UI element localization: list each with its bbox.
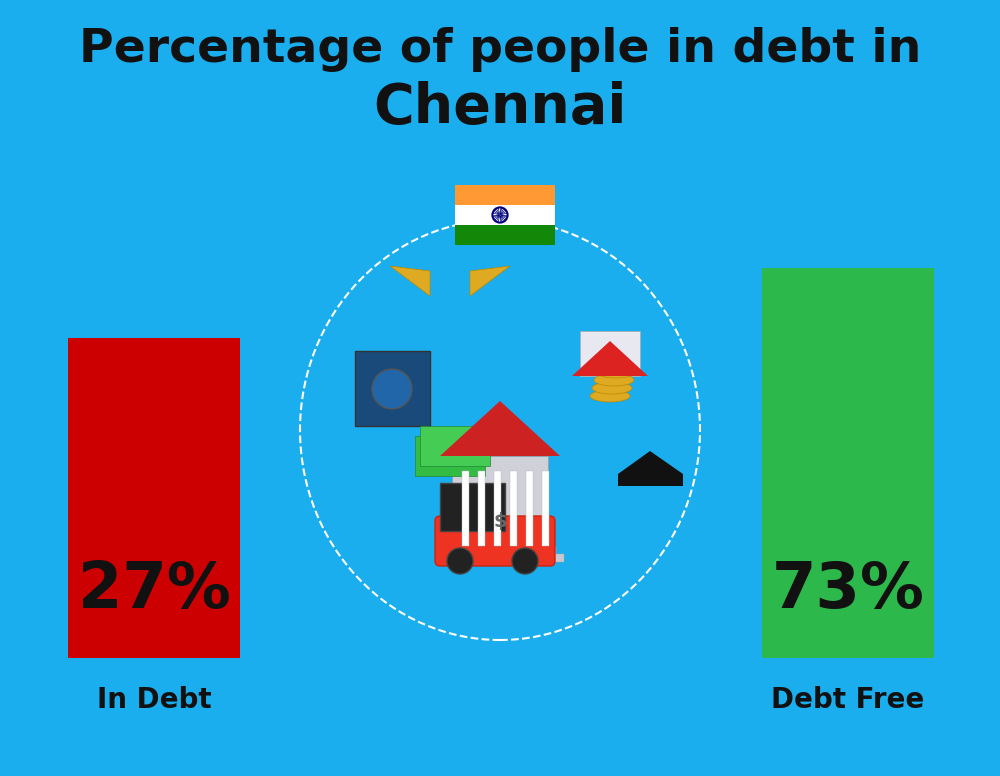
FancyBboxPatch shape [444, 546, 556, 554]
FancyBboxPatch shape [68, 338, 240, 658]
FancyBboxPatch shape [618, 474, 683, 486]
FancyBboxPatch shape [494, 471, 501, 546]
FancyBboxPatch shape [440, 483, 505, 531]
Ellipse shape [592, 382, 632, 394]
FancyBboxPatch shape [455, 185, 555, 205]
Circle shape [447, 548, 473, 574]
FancyBboxPatch shape [355, 351, 430, 426]
FancyBboxPatch shape [420, 426, 490, 466]
Text: Percentage of people in debt in: Percentage of people in debt in [79, 27, 921, 72]
FancyBboxPatch shape [542, 471, 549, 546]
Polygon shape [470, 266, 510, 296]
FancyBboxPatch shape [435, 516, 555, 566]
Ellipse shape [590, 390, 630, 402]
Polygon shape [580, 331, 640, 376]
FancyBboxPatch shape [478, 471, 485, 546]
FancyBboxPatch shape [510, 471, 517, 546]
FancyBboxPatch shape [462, 471, 469, 546]
FancyBboxPatch shape [452, 538, 548, 546]
FancyBboxPatch shape [762, 268, 934, 658]
Text: Chennai: Chennai [373, 81, 627, 135]
Text: Debt Free: Debt Free [771, 686, 925, 714]
Circle shape [512, 548, 538, 574]
FancyBboxPatch shape [455, 225, 555, 245]
Text: 73%: 73% [772, 559, 924, 621]
Polygon shape [618, 451, 683, 474]
Ellipse shape [594, 374, 634, 386]
Polygon shape [390, 266, 430, 296]
FancyBboxPatch shape [455, 205, 555, 225]
Ellipse shape [596, 366, 636, 378]
FancyBboxPatch shape [436, 554, 564, 562]
Polygon shape [440, 401, 560, 456]
FancyBboxPatch shape [452, 456, 548, 546]
Polygon shape [572, 341, 648, 376]
Ellipse shape [300, 220, 700, 640]
FancyBboxPatch shape [526, 471, 533, 546]
Text: In Debt: In Debt [97, 686, 211, 714]
Text: $: $ [493, 511, 507, 531]
Text: 27%: 27% [78, 559, 230, 621]
Circle shape [372, 369, 412, 409]
FancyBboxPatch shape [415, 436, 485, 476]
